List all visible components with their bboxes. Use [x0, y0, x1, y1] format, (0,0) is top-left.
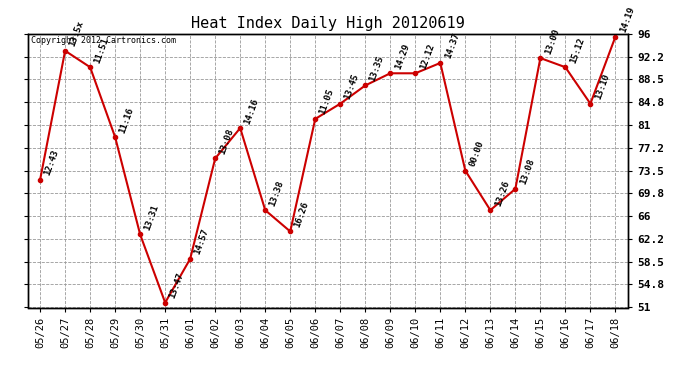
Text: 13:08: 13:08: [218, 128, 235, 156]
Text: 14:16: 14:16: [243, 97, 261, 125]
Text: 11:16: 11:16: [118, 106, 135, 134]
Text: 13:5x: 13:5x: [68, 20, 86, 48]
Text: Copyright 2012 Cartronics.com: Copyright 2012 Cartronics.com: [30, 36, 175, 45]
Text: 13:00: 13:00: [543, 27, 561, 55]
Text: 13:31: 13:31: [143, 203, 161, 232]
Text: 14:57: 14:57: [193, 228, 210, 256]
Text: 13:08: 13:08: [518, 158, 535, 186]
Text: 11:05: 11:05: [318, 88, 335, 116]
Text: 13:35: 13:35: [368, 54, 386, 82]
Text: 13:26: 13:26: [493, 179, 511, 207]
Text: 14:19: 14:19: [618, 6, 635, 34]
Text: 00:00: 00:00: [468, 140, 486, 168]
Text: 14:29: 14:29: [393, 42, 411, 70]
Text: 12:43: 12:43: [43, 148, 61, 177]
Text: 13:47: 13:47: [168, 272, 186, 300]
Text: 15:12: 15:12: [568, 36, 586, 64]
Text: 14:37: 14:37: [443, 32, 461, 60]
Text: 12:12: 12:12: [418, 42, 435, 70]
Text: 13:38: 13:38: [268, 179, 286, 207]
Text: 11:51: 11:51: [93, 36, 110, 64]
Title: Heat Index Daily High 20120619: Heat Index Daily High 20120619: [191, 16, 464, 31]
Text: 13:10: 13:10: [593, 73, 611, 101]
Text: 13:45: 13:45: [343, 73, 361, 101]
Text: 16:26: 16:26: [293, 200, 310, 229]
